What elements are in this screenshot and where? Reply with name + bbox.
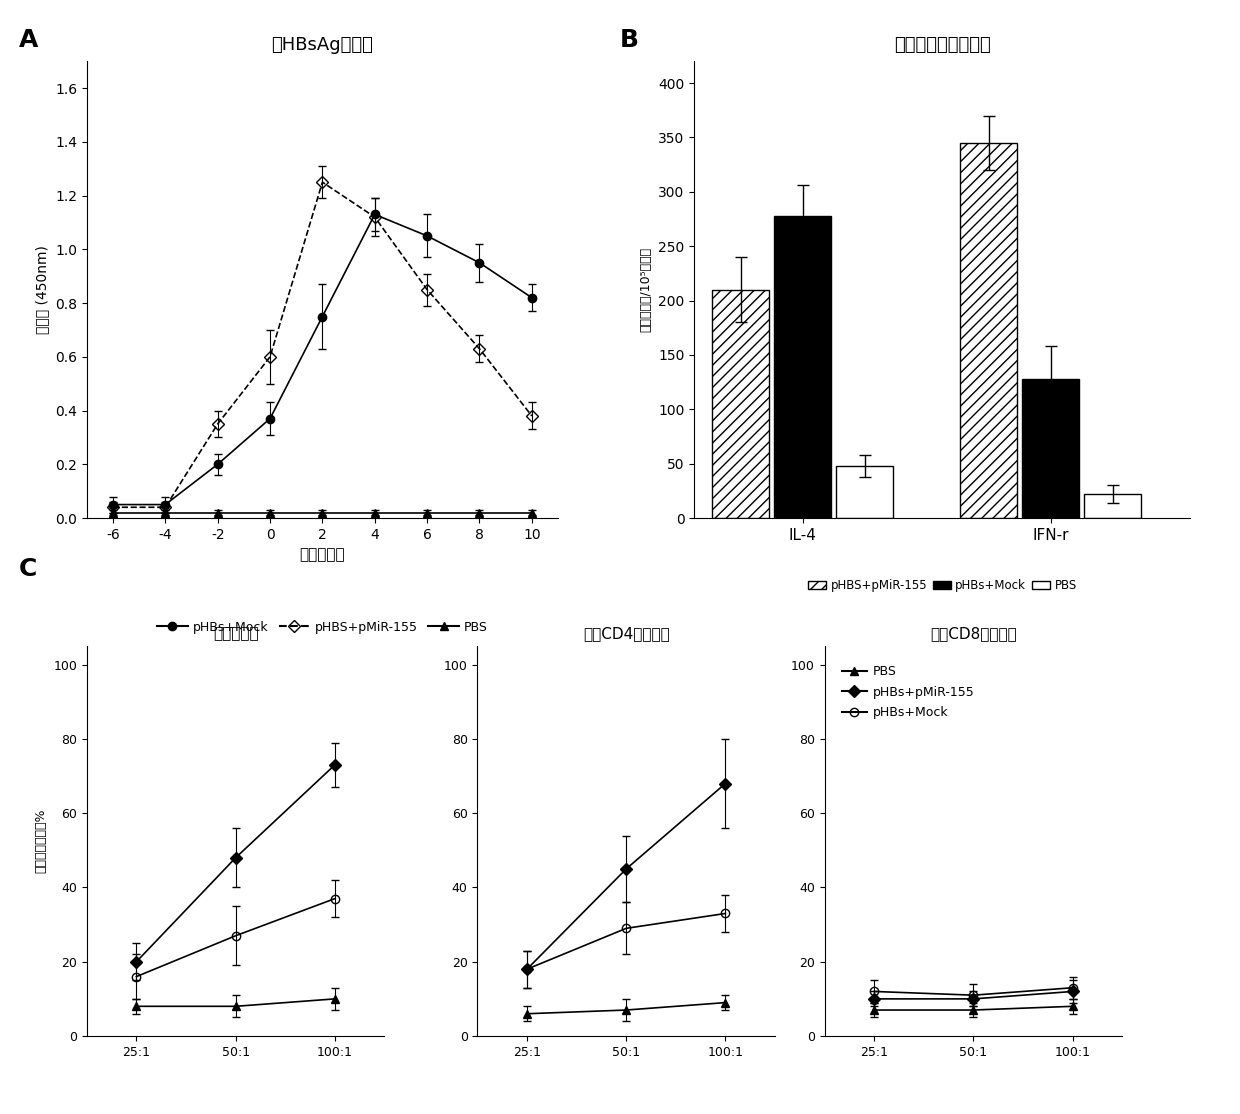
Bar bbox=[961, 143, 1017, 518]
Bar bbox=[837, 466, 894, 518]
Title: 细胞因子阳性脾细胞: 细胞因子阳性脾细胞 bbox=[894, 36, 991, 55]
Legend: pHBS+pMiR-155, pHBs+Mock, PBS: pHBS+pMiR-155, pHBs+Mock, PBS bbox=[804, 574, 1081, 597]
Title: 剔除CD4阳性细胞: 剔除CD4阳性细胞 bbox=[583, 626, 670, 641]
Bar bbox=[1084, 495, 1142, 518]
Title: 抗HBsAg抗体量: 抗HBsAg抗体量 bbox=[272, 36, 373, 55]
Title: 剔除CD8阳性细胞: 剔除CD8阳性细胞 bbox=[930, 626, 1017, 641]
Y-axis label: 吸光度 (450nm): 吸光度 (450nm) bbox=[36, 245, 50, 334]
Bar bbox=[1023, 379, 1079, 518]
Y-axis label: 阳性细胞数/10⁵脾细胞: 阳性细胞数/10⁵脾细胞 bbox=[640, 247, 652, 332]
Text: A: A bbox=[19, 28, 38, 52]
Text: C: C bbox=[19, 557, 37, 582]
Title: 总脾脏细胞: 总脾脏细胞 bbox=[213, 626, 258, 641]
Legend: pHBs+Mock, pHBS+pMiR-155, PBS: pHBs+Mock, pHBS+pMiR-155, PBS bbox=[151, 616, 494, 638]
Y-axis label: 靶细胞裂解效率%: 靶细胞裂解效率% bbox=[35, 809, 47, 873]
Text: B: B bbox=[620, 28, 639, 52]
Legend: PBS, pHBs+pMiR-155, pHBs+Mock: PBS, pHBs+pMiR-155, pHBs+Mock bbox=[837, 661, 980, 724]
X-axis label: 免疫后周数: 免疫后周数 bbox=[300, 547, 345, 563]
Bar bbox=[774, 216, 832, 518]
Bar bbox=[713, 290, 769, 518]
